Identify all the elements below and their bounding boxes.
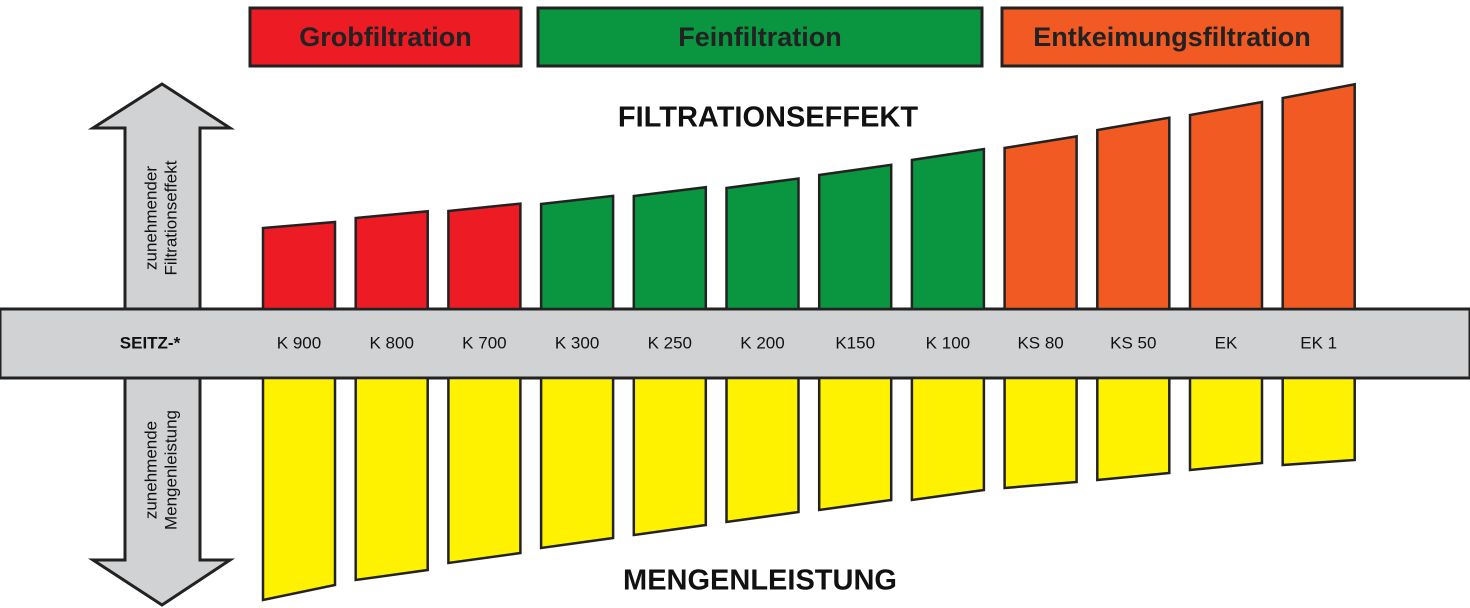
item-label: EK <box>1215 333 1238 352</box>
title-top: FILTRATIONSEFFEKT <box>618 102 918 134</box>
arrow-down-label: Mengenleistung <box>161 410 180 530</box>
bar-bottom <box>447 376 522 565</box>
bar-top <box>910 147 986 311</box>
bar-top <box>447 202 522 311</box>
item-label: K 300 <box>555 333 599 352</box>
bar-bottom <box>1003 376 1078 490</box>
arrow-up-label: zunehmender <box>141 166 160 270</box>
bar-top <box>1188 100 1264 311</box>
bar-bottom <box>632 376 708 537</box>
bar-top <box>632 185 708 311</box>
group-header <box>536 6 984 68</box>
band <box>0 307 1470 380</box>
bar-top <box>725 177 800 311</box>
arrow-down-label: zunehmende <box>141 421 160 519</box>
group-label: Feinfiltration <box>678 22 842 52</box>
bar-top <box>1281 82 1356 311</box>
bar-top <box>1003 134 1078 311</box>
band-label: SEITZ-* <box>120 333 181 352</box>
item-label: K 700 <box>462 333 506 352</box>
arrow-down <box>87 376 235 607</box>
bar-top <box>261 220 337 311</box>
bar-bottom <box>1096 376 1171 482</box>
item-label: KS 50 <box>1110 333 1156 352</box>
title-bottom: MENGENLEISTUNG <box>623 565 897 597</box>
item-label: K 800 <box>369 333 413 352</box>
arrow-up-label: Filtrationseffekt <box>161 160 180 275</box>
bar-top <box>1096 116 1171 311</box>
item-label: KS 80 <box>1017 333 1063 352</box>
bar-bottom <box>725 376 800 524</box>
group-header <box>248 6 523 68</box>
group-header <box>1000 6 1344 68</box>
bar-top <box>354 209 429 311</box>
group-label: Grobfiltration <box>299 22 471 52</box>
bar-top <box>817 163 893 311</box>
bar-bottom <box>1188 376 1264 472</box>
bar-bottom <box>354 376 429 582</box>
bar-bottom <box>910 376 986 502</box>
bar-bottom <box>817 376 893 512</box>
bar-top <box>539 194 615 311</box>
bar-bottom <box>1281 376 1356 467</box>
item-label: EK 1 <box>1300 333 1337 352</box>
arrow-up <box>87 82 236 311</box>
item-label: K 100 <box>926 333 970 352</box>
item-label: K150 <box>835 333 875 352</box>
item-label: K 200 <box>740 333 784 352</box>
bar-bottom <box>539 376 615 550</box>
bar-bottom <box>261 376 337 602</box>
item-label: K 250 <box>648 333 692 352</box>
group-label: Entkeimungsfiltration <box>1033 22 1311 52</box>
item-label: K 900 <box>277 333 321 352</box>
